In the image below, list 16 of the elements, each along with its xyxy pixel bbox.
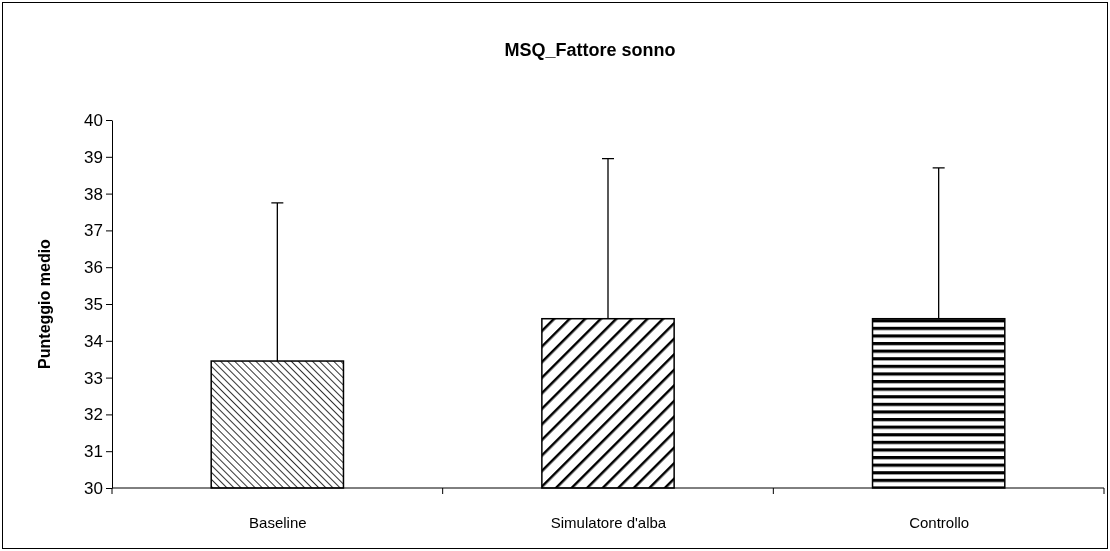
chart-title: MSQ_Fattore sonno	[504, 40, 676, 60]
y-tick-label: 39	[84, 147, 103, 167]
x-tick-label: Baseline	[249, 513, 307, 531]
y-tick-label: 31	[84, 442, 103, 462]
y-tick-label: 33	[84, 368, 103, 388]
y-tick-label: 40	[84, 110, 103, 130]
x-tick-label: Controllo	[909, 513, 970, 531]
y-tick-label: 32	[84, 405, 103, 425]
y-tick-label: 30	[84, 478, 103, 498]
y-tick-label: 38	[84, 184, 103, 204]
y-tick-label: 37	[84, 221, 103, 241]
y-tick-label: 36	[84, 258, 103, 278]
x-tick-label: Simulatore d'alba	[550, 513, 667, 531]
y-tick-label: 34	[84, 331, 103, 351]
y-tick-label: 35	[84, 294, 103, 314]
y-axis-title: Punteggio medio	[36, 238, 53, 369]
